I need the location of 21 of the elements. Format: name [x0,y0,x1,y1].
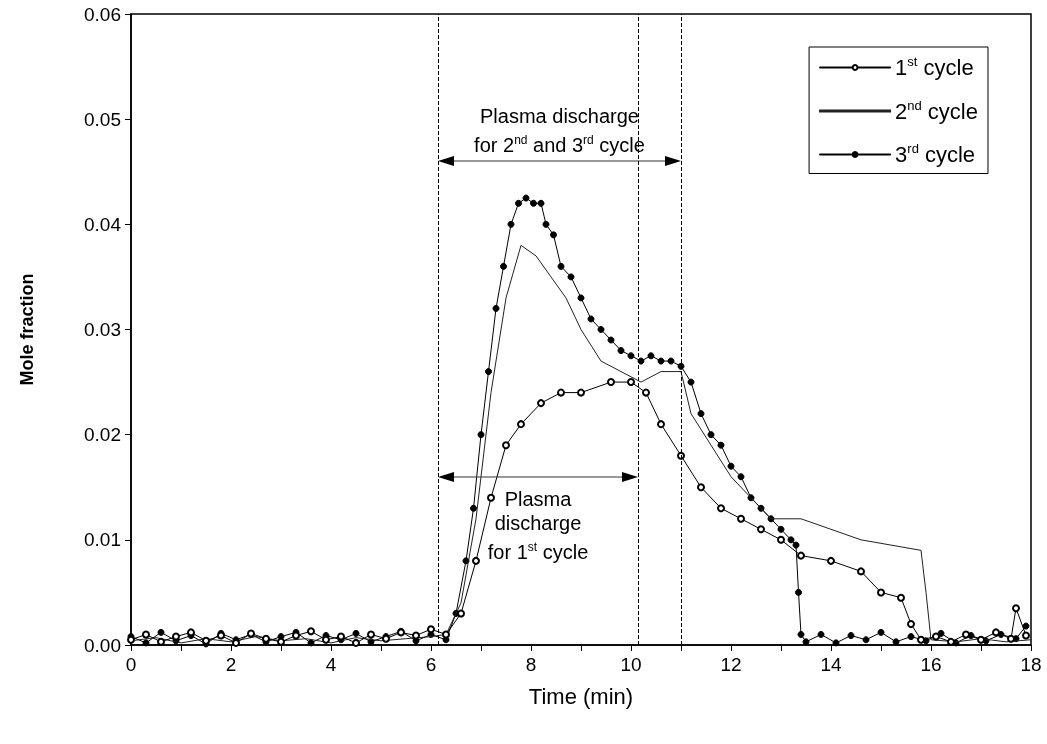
y-tick-label: 0.05 [84,108,121,130]
y-axis-title: Mole fraction [17,273,37,386]
annotation: Plasma discharge for 1$^{st}$ cycle [487,486,589,564]
annotation: Plasma discharge for 2$^{nd}$ and 3$^{rd}$ cycle [474,104,645,158]
y-tick-label: 0.04 [84,213,122,235]
x-axis-title: Time (min) [528,683,634,709]
y-tick-label: 0.06 [84,3,121,25]
x-tick-label: 2 [225,654,237,675]
y-tick-label: 0.01 [84,529,121,551]
y-tick-label: 0.00 [84,634,121,656]
x-tick-label: 14 [820,654,842,675]
x-tick-label: 0 [125,654,137,675]
x-tick-label: 10 [620,654,642,675]
y-tick-label: 0.03 [84,319,121,340]
x-tick-label: 6 [425,654,437,675]
x-tick-label: 18 [1020,654,1042,675]
x-tick-label: 12 [720,654,742,675]
x-tick-label: 8 [525,654,537,675]
x-tick-label: 4 [325,654,337,675]
x-tick-label: 16 [920,654,942,675]
y-tick-label: 0.02 [84,424,121,446]
